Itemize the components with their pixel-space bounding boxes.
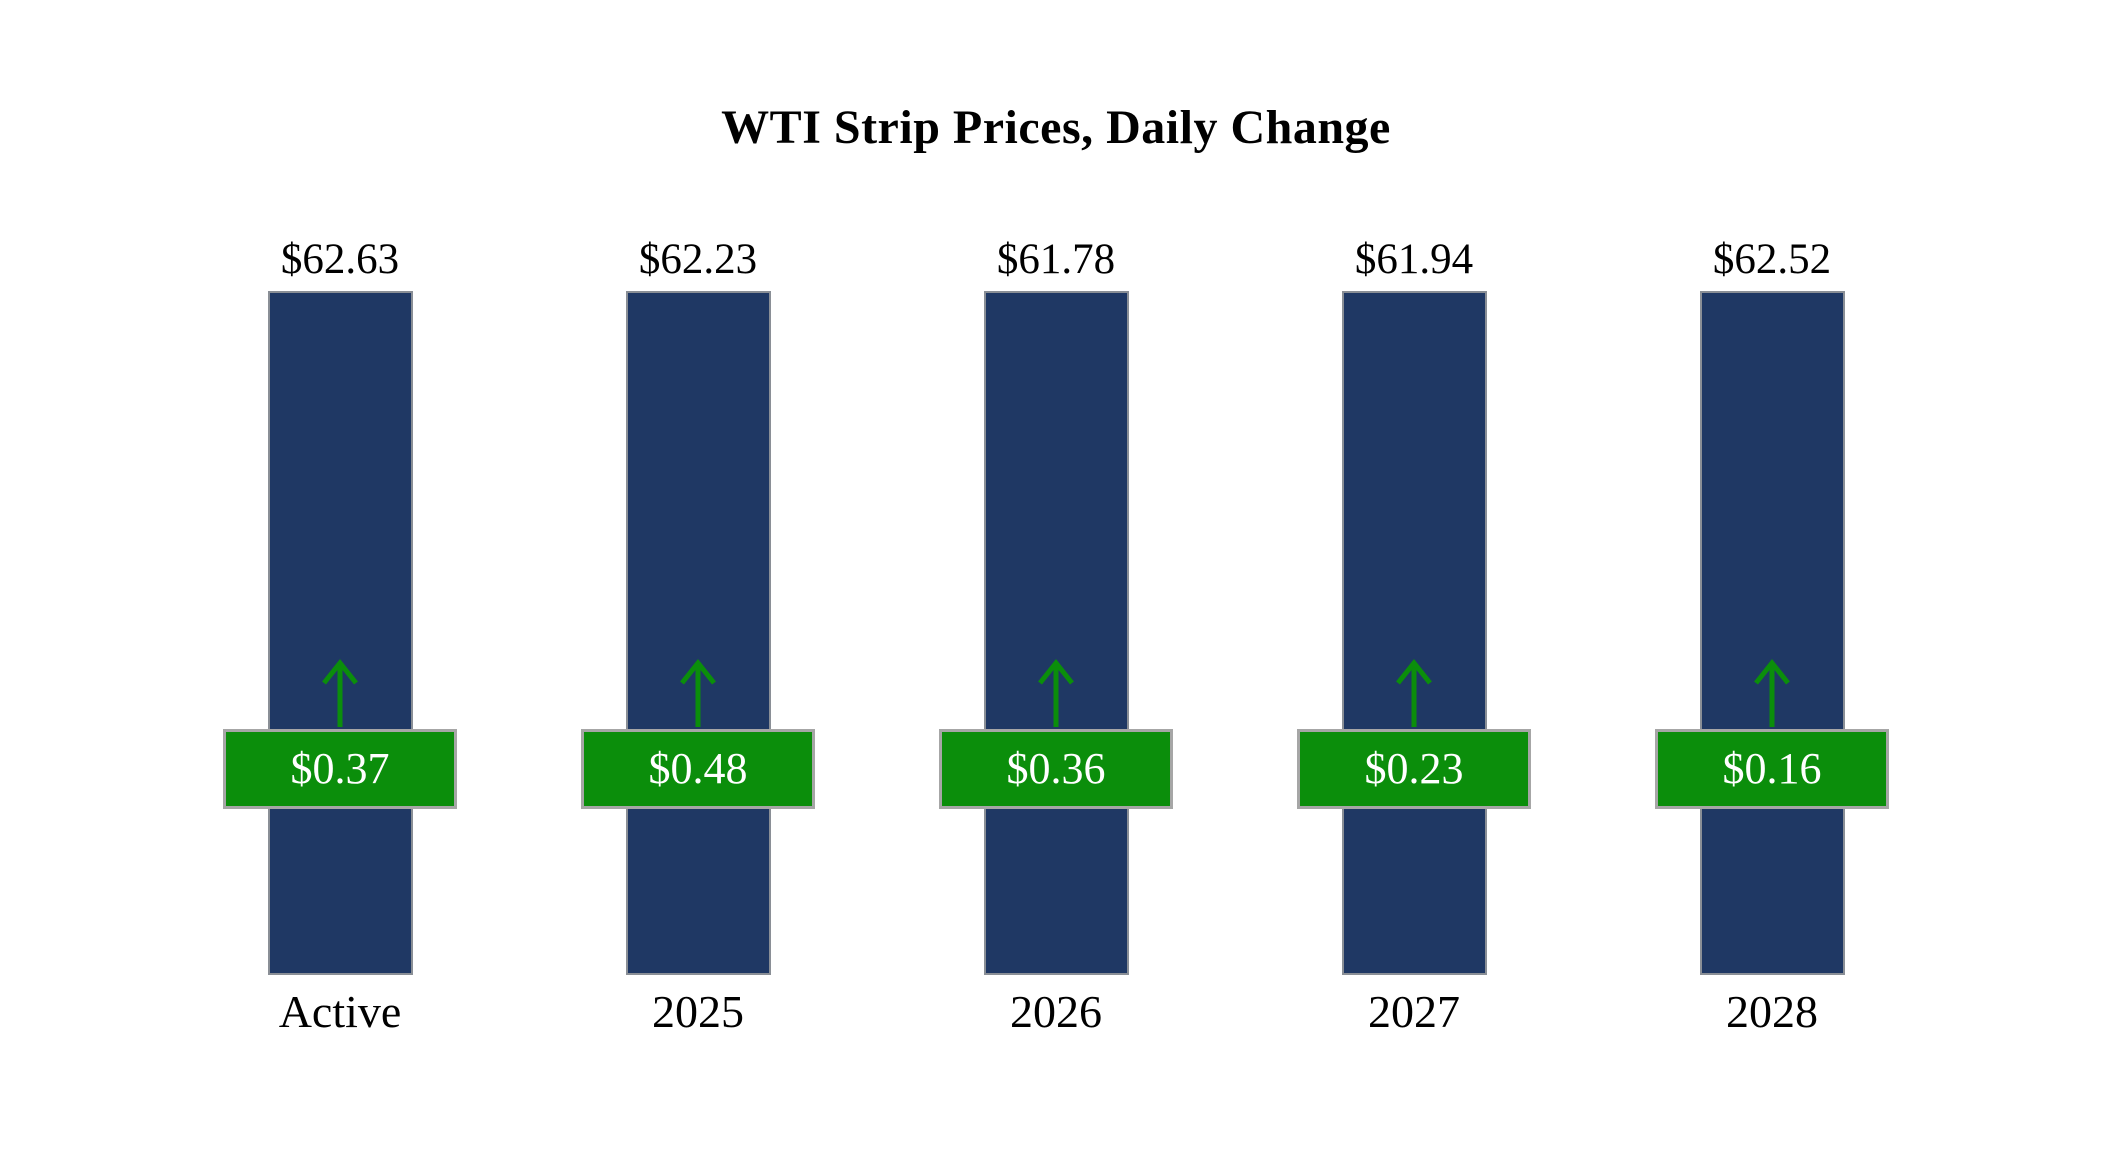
change-badge: $0.16 [1655,729,1889,809]
up-arrow-icon [322,658,358,727]
price-label: $62.63 [280,236,400,283]
price-label: $62.23 [638,236,758,283]
change-label: $0.23 [1364,744,1464,793]
category-label: Active [278,986,402,1037]
bar-column: $62.23 $0.48 2025 [581,238,815,1035]
change-label: $0.48 [648,744,748,793]
category-label: 2026 [1010,986,1102,1037]
price-label: $61.94 [1354,236,1474,283]
category-label: 2027 [1368,986,1460,1037]
bar-column: $62.63 $0.37 Active [223,238,457,1035]
change-badge: $0.48 [581,729,815,809]
bar-wrap: $0.23 [1297,291,1531,975]
bar [267,291,413,975]
bar [625,291,771,975]
change-label: $0.37 [290,744,390,793]
bar-wrap: $0.37 [223,291,457,975]
bar [1341,291,1487,975]
bar-wrap: $0.16 [1655,291,1889,975]
change-badge: $0.23 [1297,729,1531,809]
change-badge: $0.37 [223,729,457,809]
change-label: $0.16 [1722,744,1822,793]
bar [983,291,1129,975]
category-label: 2025 [652,986,744,1037]
bar-columns: $62.63 $0.37 Active $62.23 [0,238,2112,1035]
bar-column: $61.78 $0.36 2026 [939,238,1173,1035]
up-arrow-icon [1754,658,1790,727]
chart-title: WTI Strip Prices, Daily Change [721,101,1391,154]
up-arrow-icon [1396,658,1432,727]
price-label: $62.52 [1712,236,1832,283]
bar-column: $61.94 $0.23 2027 [1297,238,1531,1035]
change-badge: $0.36 [939,729,1173,809]
bar [1699,291,1845,975]
bar-column: $62.52 $0.16 2028 [1655,238,1889,1035]
up-arrow-icon [680,658,716,727]
price-label: $61.78 [996,236,1116,283]
change-label: $0.36 [1006,744,1106,793]
category-label: 2028 [1726,986,1818,1037]
bar-wrap: $0.48 [581,291,815,975]
up-arrow-icon [1038,658,1074,727]
bar-wrap: $0.36 [939,291,1173,975]
